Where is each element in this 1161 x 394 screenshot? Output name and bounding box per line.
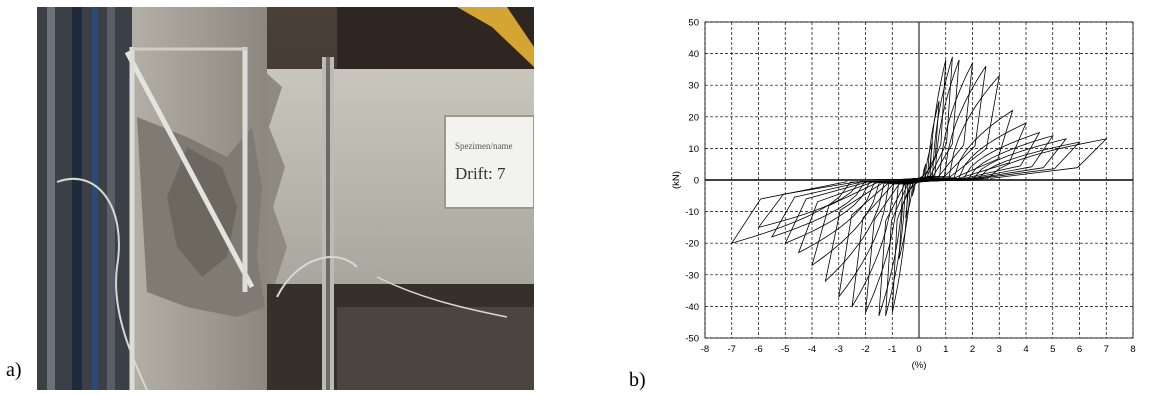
x-tick-label: 3 [997,344,1002,355]
x-tick-label: -5 [781,344,789,355]
x-tick-label: -1 [888,344,896,355]
panel-label-a: a) [6,359,22,381]
y-tick-label: 30 [688,81,699,92]
column-core-exposed [167,147,237,277]
x-tick-label: 6 [1077,344,1082,355]
hysteresis-chart: -8 -7 -6 -5 -4 -3 -2 -1 0 1 2 3 4 5 6 7 850403020100-10-… [671,18,1136,372]
frame-post-left [47,7,55,390]
drift-sign [444,115,534,209]
frame-post-mid [72,7,82,390]
x-axis-label: (%) [912,360,927,371]
y-tick-label: -20 [685,239,699,250]
x-tick-label: -3 [835,344,843,355]
cable-2 [276,256,358,298]
y-axis-label: (kN) [671,171,682,189]
lab-equipment [337,307,534,390]
beam-lvdt-inner [326,57,330,390]
x-tick-label: -7 [728,344,736,355]
y-tick-label: -40 [685,302,699,313]
y-tick-label: -50 [685,334,699,345]
x-tick-label: 8 [1130,344,1135,355]
sign-line1: Spezimen/name [455,141,512,151]
sign-line2: Drift: 7 [455,164,506,183]
test-specimen-photo: Spezimen/name Drift: 7 [37,7,534,390]
x-tick-label: 2 [970,344,975,355]
x-tick-label: 7 [1104,344,1109,355]
y-tick-label: 10 [688,144,699,155]
y-tick-label: 50 [688,18,699,29]
x-tick-label: -2 [861,344,869,355]
x-tick-label: 4 [1023,344,1028,355]
frame-post-blue [92,7,98,390]
beam-spall [262,69,287,284]
y-tick-label: 0 [694,176,699,187]
x-tick-label: 0 [916,344,921,355]
crane-element [457,7,534,67]
y-tick-label: -10 [685,207,699,218]
y-tick-label: 20 [688,112,699,123]
cable-1 [56,177,148,390]
x-tick-label: 1 [943,344,948,355]
chart-axes [705,22,1133,338]
panel-label-b: b) [629,369,646,391]
x-tick-label: 5 [1050,344,1055,355]
frame-post-right [107,7,115,390]
y-tick-label: 40 [688,49,699,60]
x-tick-label: -8 [701,344,709,355]
cable-3 [376,276,508,318]
x-tick-label: -4 [808,344,816,355]
y-tick-label: -30 [685,270,699,281]
x-tick-label: -6 [754,344,762,355]
tick-labels: -8 -7 -6 -5 -4 -3 -2 -1 0 1 2 3 4 5 6 7 850403020100-10-… [685,18,1135,356]
diagonal-lvdt [124,50,255,289]
